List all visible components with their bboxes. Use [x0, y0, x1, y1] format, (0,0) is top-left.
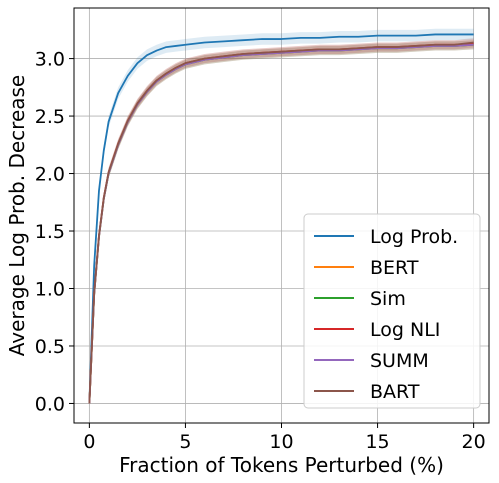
y-axis-label: Average Log Prob. Decrease: [5, 75, 29, 356]
legend-label: BERT: [370, 257, 419, 279]
y-tick-label: 2.5: [35, 106, 65, 128]
x-tick-label: 10: [269, 431, 293, 453]
legend-label: SUMM: [370, 350, 429, 372]
x-tick-label: 5: [179, 431, 191, 453]
legend-label: Log Prob.: [370, 226, 458, 248]
legend: Log Prob. BERT Sim Log NLI SUMM BART: [303, 213, 481, 409]
y-tick-label: 2.0: [35, 164, 65, 186]
x-tick-label: 20: [462, 431, 486, 453]
series-line: [88, 33, 474, 404]
y-tick-label: 3.0: [35, 49, 65, 71]
series-line: [88, 41, 474, 404]
legend-label: BART: [370, 381, 420, 403]
x-axis-ticks: 0 5 10 15 20: [83, 423, 486, 453]
legend-label: Log NLI: [370, 319, 440, 341]
y-axis-ticks: 0.0 0.5 1.0 1.5 2.0 2.5 3.0: [35, 49, 74, 415]
x-axis-label: Fraction of Tokens Perturbed (%): [119, 453, 444, 477]
legend-label: Sim: [370, 288, 406, 310]
x-tick-label: 15: [365, 431, 389, 453]
y-tick-label: 0.0: [35, 393, 65, 415]
y-tick-label: 0.5: [35, 336, 65, 358]
series-lines: [88, 33, 474, 404]
y-tick-label: 1.0: [35, 278, 65, 300]
x-tick-label: 0: [83, 431, 95, 453]
y-tick-label: 1.5: [35, 221, 65, 243]
